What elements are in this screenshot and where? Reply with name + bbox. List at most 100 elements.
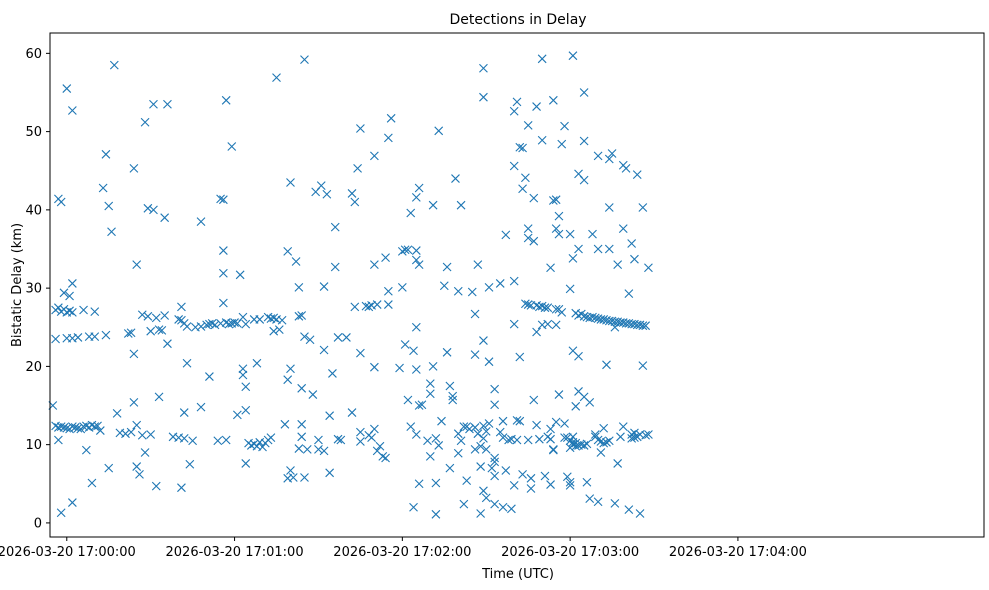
- data-point: [224, 319, 234, 329]
- data-point: [632, 170, 642, 180]
- data-point: [221, 435, 231, 445]
- data-point: [350, 302, 360, 312]
- data-point: [490, 453, 500, 463]
- data-point: [434, 441, 444, 450]
- data-point: [571, 401, 581, 411]
- data-point: [495, 279, 505, 288]
- data-point: [182, 322, 192, 331]
- data-point: [501, 466, 511, 475]
- data-point: [179, 434, 189, 443]
- data-point: [593, 435, 603, 445]
- data-point: [523, 224, 533, 234]
- data-point: [529, 395, 539, 405]
- data-point: [481, 444, 491, 454]
- data-point: [90, 307, 100, 316]
- data-point: [529, 236, 539, 246]
- data-point: [297, 419, 307, 429]
- data-point: [73, 333, 83, 342]
- data-point: [235, 270, 245, 280]
- data-point: [644, 263, 653, 273]
- data-point: [70, 423, 80, 432]
- data-point: [73, 423, 83, 433]
- data-point: [571, 441, 581, 451]
- data-point: [241, 382, 251, 392]
- data-point: [314, 435, 323, 445]
- data-point: [196, 217, 206, 226]
- data-point: [367, 433, 376, 442]
- data-point: [288, 473, 298, 482]
- data-point: [431, 509, 441, 519]
- data-point: [143, 203, 153, 213]
- data-point: [610, 322, 620, 332]
- data-point: [137, 430, 147, 440]
- data-point: [602, 437, 611, 447]
- data-point: [238, 364, 248, 374]
- data-point: [294, 282, 304, 292]
- data-point: [425, 379, 435, 388]
- data-point: [512, 416, 522, 425]
- data-point: [453, 286, 463, 296]
- data-point: [551, 304, 561, 314]
- data-point: [557, 139, 567, 149]
- data-point: [579, 441, 589, 450]
- data-point: [403, 395, 413, 405]
- data-point: [562, 472, 572, 482]
- data-point: [356, 124, 365, 133]
- data-point: [241, 459, 251, 468]
- data-point: [442, 347, 452, 357]
- data-point: [554, 390, 564, 399]
- data-point: [551, 417, 561, 427]
- data-point: [518, 184, 527, 194]
- data-point: [300, 332, 309, 342]
- data-point: [551, 224, 561, 234]
- data-point: [498, 416, 508, 426]
- data-point: [325, 411, 335, 421]
- data-point: [509, 276, 519, 286]
- data-point: [548, 445, 558, 455]
- data-point: [383, 286, 393, 296]
- data-point: [252, 358, 262, 368]
- y-tick-label: 50: [25, 125, 42, 140]
- data-point: [238, 370, 248, 380]
- data-point: [590, 430, 600, 439]
- data-point: [129, 349, 139, 359]
- data-point: [218, 268, 228, 278]
- data-point: [123, 329, 133, 338]
- y-tick-label: 0: [34, 516, 42, 531]
- data-point: [210, 320, 220, 330]
- data-point: [621, 164, 631, 173]
- data-point: [395, 363, 404, 373]
- data-point: [67, 106, 77, 115]
- data-point: [515, 416, 525, 426]
- data-point: [590, 313, 600, 323]
- plot-frame: [49, 32, 985, 538]
- data-point: [641, 430, 651, 440]
- data-point: [462, 476, 472, 486]
- data-point: [414, 183, 424, 193]
- data-point: [369, 362, 379, 372]
- data-point: [451, 174, 460, 183]
- data-point: [448, 391, 458, 401]
- data-point: [607, 149, 617, 158]
- data-point: [568, 254, 578, 263]
- data-point: [297, 311, 307, 320]
- data-point: [297, 432, 307, 442]
- data-point: [135, 470, 144, 479]
- data-point: [56, 422, 66, 432]
- data-point: [230, 318, 239, 327]
- data-point: [548, 196, 558, 205]
- data-point: [205, 372, 214, 381]
- data-point: [644, 430, 653, 439]
- data-point: [638, 321, 648, 331]
- data-point: [255, 315, 265, 324]
- data-point: [411, 322, 421, 332]
- data-point: [185, 459, 195, 469]
- data-point: [126, 427, 136, 437]
- data-point: [504, 435, 513, 445]
- data-point: [610, 498, 620, 508]
- x-tick-label: 2026-03-20 17:04:00: [669, 545, 807, 560]
- data-point: [448, 395, 458, 405]
- data-point: [479, 63, 488, 73]
- data-point: [551, 320, 561, 330]
- data-point: [604, 154, 614, 164]
